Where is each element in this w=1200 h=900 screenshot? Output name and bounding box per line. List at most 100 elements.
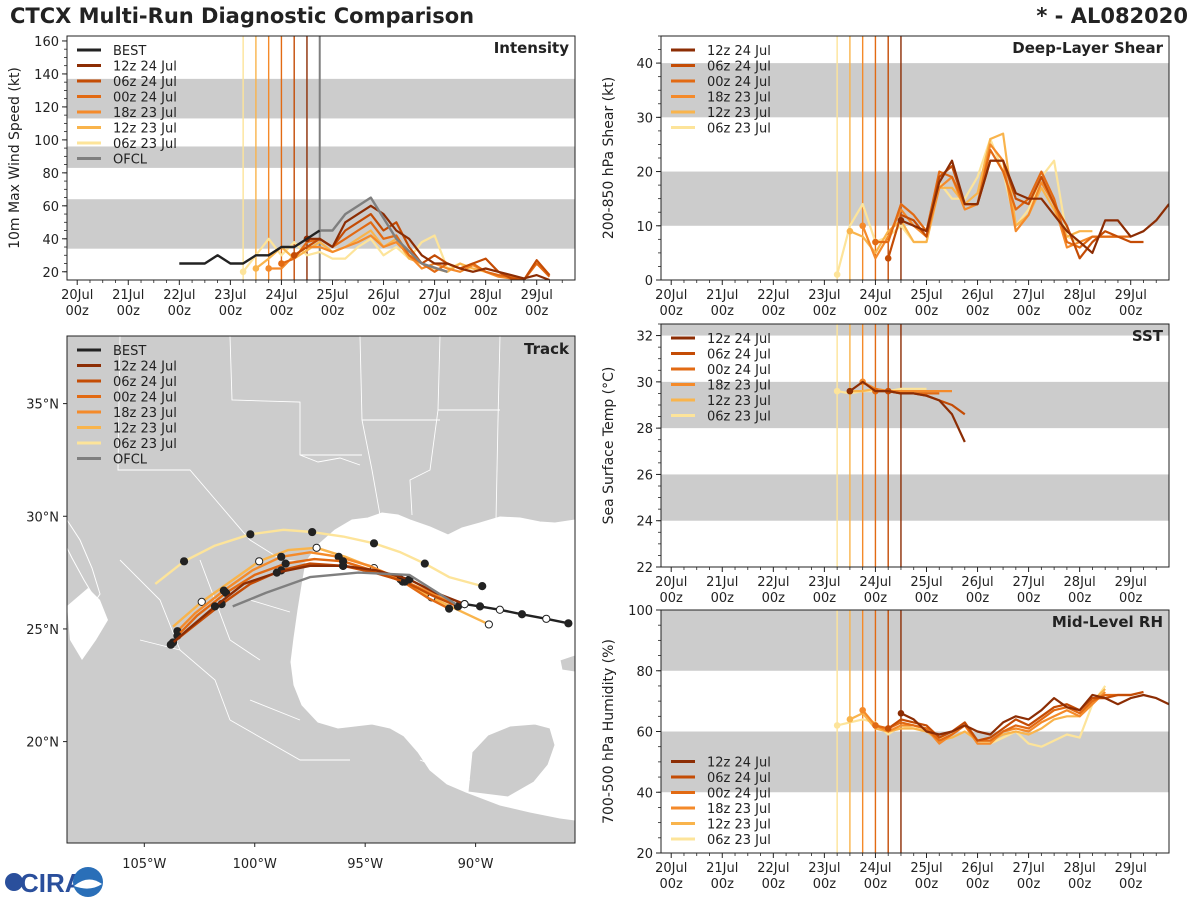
shear-ytick-label: 20 — [636, 166, 653, 181]
sst-ylabel: Sea Surface Temp (°C) — [601, 367, 617, 525]
intensity-legend-label: 06z 23 Jul — [113, 137, 177, 152]
intensity-legend-label: 12z 24 Jul — [113, 60, 177, 75]
shear-legend-label: 18z 23 Jul — [707, 91, 771, 106]
sst-xtick-hour: 00z — [1119, 591, 1143, 606]
sst-legend-label: 06z 24 Jul — [707, 348, 771, 363]
intensity-start-point-06z-24-jul — [290, 251, 298, 259]
rh-xtick-hour: 00z — [660, 877, 684, 892]
rh-ylabel: 700-500 hPa Humidity (%) — [601, 639, 617, 824]
track-legend-label: 18z 23 Jul — [113, 406, 177, 421]
track-line-ofcl — [232, 571, 457, 608]
track-marker-12z-24-jul — [210, 602, 220, 611]
rh-xtick-hour: 00z — [966, 877, 990, 892]
sst-start-point-12z-24-jul — [846, 387, 854, 395]
intensity-xtick-day: 24Jul — [265, 288, 297, 303]
intensity-xtick-day: 25Jul — [316, 288, 348, 303]
shear-xtick-hour: 00z — [1017, 304, 1041, 319]
track-panel-title: Track — [524, 340, 570, 358]
rh-series-18z-23-jul — [861, 691, 1106, 745]
shear-start-point-12z-24-jul — [897, 217, 905, 224]
sst-start-point-06z-23-jul — [833, 387, 841, 395]
sst-xtick-hour: 00z — [660, 591, 684, 606]
intensity-series-12z-24-jul — [307, 204, 550, 280]
shear-series-12z-23-jul — [849, 132, 1093, 254]
rh-xtick-hour: 00z — [1017, 877, 1041, 892]
sst-plot-area — [661, 324, 1169, 567]
sst-series-12z-24-jul — [849, 380, 966, 443]
shear-xtick-day: 27Jul — [1012, 288, 1044, 303]
shear-xtick-day: 21Jul — [706, 288, 738, 303]
sst-ytick-label: 30 — [636, 376, 653, 391]
intensity-ytick-label: 140 — [34, 68, 59, 83]
shear-xtick-day: 23Jul — [808, 288, 840, 303]
track-lon-label: 105°W — [122, 857, 166, 872]
sst-xtick-hour: 00z — [813, 591, 837, 606]
shear-xtick-hour: 00z — [915, 304, 939, 319]
shear-xtick-day: 24Jul — [859, 288, 891, 303]
rh-xtick-hour: 00z — [915, 877, 939, 892]
rh-ytick-label: 60 — [636, 726, 653, 741]
track-marker-06z-23-jul — [308, 527, 317, 537]
track-marker-06z-23-jul — [246, 530, 255, 539]
sst-xtick-hour: 00z — [1017, 591, 1041, 606]
shear-series-18z-23-jul — [861, 143, 1118, 260]
rh-start-point-12z-23-jul — [846, 716, 854, 723]
rh-ytick-label: 80 — [636, 665, 653, 680]
intensity-legend-label: 18z 23 Jul — [113, 106, 177, 121]
track-line-06z-24-jul — [172, 562, 459, 644]
rh-xtick-hour: 00z — [762, 877, 786, 892]
rh-xtick-hour: 00z — [1119, 877, 1143, 892]
shear-series-00z-24-jul — [875, 148, 1131, 249]
intensity-plot-area — [67, 36, 575, 280]
shear-xtick-hour: 00z — [660, 304, 684, 319]
track-marker-12z-24-jul — [272, 568, 281, 577]
rh-start-point-18z-23-jul — [859, 706, 866, 714]
rh-xtick-day: 27Jul — [1012, 861, 1044, 876]
sst-ytick-label: 24 — [636, 515, 653, 530]
intensity-legend-label: BEST — [113, 44, 146, 59]
track-marker-best — [564, 619, 573, 628]
sst-xtick-day: 21Jul — [706, 575, 738, 590]
intensity-xtick-hour: 00z — [525, 304, 549, 319]
intensity-panel-title: Intensity — [494, 39, 570, 57]
sst-xtick-day: 27Jul — [1012, 575, 1044, 590]
intensity-xtick-hour: 00z — [321, 304, 345, 319]
rh-xtick-hour: 00z — [1068, 877, 1092, 892]
intensity-ytick-label: 40 — [42, 233, 59, 248]
track-legend-label: 00z 24 Jul — [113, 391, 177, 406]
track-lon-label: 100°W — [233, 857, 277, 872]
track-marker-best — [475, 602, 485, 611]
shear-start-point-06z-24-jul — [884, 255, 892, 262]
rh-xtick-day: 28Jul — [1064, 861, 1096, 876]
intensity-series-best — [179, 229, 321, 265]
track-marker-06z-23-jul — [478, 582, 487, 591]
track-panel: 105°W 100°W 95°W 90°W 20°N 25°N 30°N 35°N Track B… — [26, 335, 576, 872]
rh-ytick-label: 20 — [636, 847, 653, 862]
track-marker-00z-24-jul — [281, 559, 290, 568]
shear-ylabel: 200-850 hPa Shear (kt) — [601, 77, 617, 239]
shear-ytick-label: 30 — [636, 111, 653, 126]
shear-xtick-day: 26Jul — [961, 288, 993, 303]
track-marker-00z-24-jul — [445, 604, 454, 613]
track-marker-best — [542, 614, 551, 623]
intensity-panel: 2040608010012014016020Jul00z21Jul00z22Ju… — [7, 35, 576, 319]
track-marker-12z-23-jul — [312, 543, 321, 552]
track-line-06z-23-jul — [154, 528, 483, 588]
intensity-xtick-hour: 00z — [168, 304, 192, 319]
sst-xtick-day: 29Jul — [1115, 575, 1147, 590]
intensity-legend-label: OFCL — [113, 153, 148, 168]
track-lat-label: 25°N — [26, 623, 59, 638]
rh-band — [661, 610, 1169, 671]
sst-xtick-day: 25Jul — [910, 575, 942, 590]
track-legend-label: 12z 23 Jul — [113, 422, 177, 437]
intensity-start-point-06z-23-jul — [239, 268, 247, 276]
track-lat-label: 35°N — [26, 398, 59, 413]
intensity-xtick-hour: 00z — [219, 304, 243, 319]
shear-xtick-hour: 00z — [1119, 304, 1143, 319]
intensity-ylabel: 10m Max Wind Speed (kt) — [7, 67, 23, 249]
shear-legend-label: 06z 23 Jul — [707, 122, 771, 137]
shear-ytick-label: 10 — [636, 220, 653, 235]
sst-frame — [660, 323, 1170, 568]
shear-start-point-18z-23-jul — [859, 222, 866, 230]
sst-ytick-label: 26 — [636, 468, 653, 483]
